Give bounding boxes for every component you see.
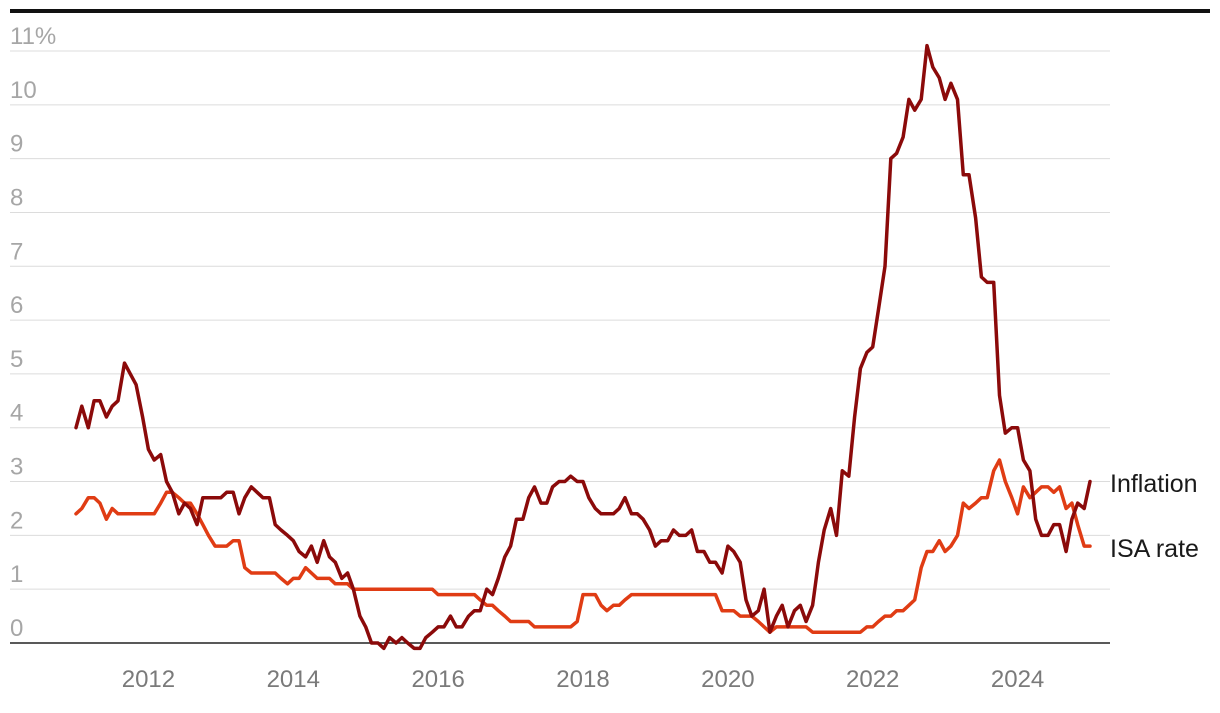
series-line-inflation (74, 43, 1092, 651)
x-tick-label: 2012 (122, 666, 175, 693)
x-tick-label: 2024 (991, 666, 1044, 693)
y-tick-label: 1 (10, 561, 23, 588)
y-tick-label: 7 (10, 238, 23, 265)
y-tick-label: 4 (10, 400, 23, 427)
series-end-labels: Inflation ISA rate (1110, 470, 1199, 563)
y-tick-label: 3 (10, 454, 23, 481)
y-tick-label: 0 (10, 615, 23, 642)
y-tick-label: 6 (10, 292, 23, 319)
series-label-inflation: Inflation (1110, 470, 1198, 498)
series-line-isa-rate (74, 458, 1092, 634)
series-label-isa-rate: ISA rate (1110, 535, 1199, 563)
series-lines (74, 43, 1092, 651)
x-tick-label: 2018 (556, 666, 609, 693)
x-tick-label: 2022 (846, 666, 899, 693)
y-tick-label: 9 (10, 131, 23, 158)
y-tick-label: 5 (10, 346, 23, 373)
y-tick-label: 11% (10, 23, 56, 50)
top-rule (10, 9, 1210, 13)
y-tick-label: 2 (10, 507, 23, 534)
x-tick-label: 2020 (701, 666, 754, 693)
y-axis-tick-labels: 0 1 2 3 4 5 6 7 8 9 10 11% (10, 23, 56, 642)
y-tick-label: 10 (10, 77, 37, 104)
x-axis-tick-labels: 2012 2014 2016 2018 2020 2022 2024 (122, 666, 1045, 693)
y-tick-label: 8 (10, 184, 23, 211)
x-tick-label: 2016 (411, 666, 464, 693)
gridlines (10, 50, 1110, 590)
x-tick-label: 2014 (267, 666, 320, 693)
